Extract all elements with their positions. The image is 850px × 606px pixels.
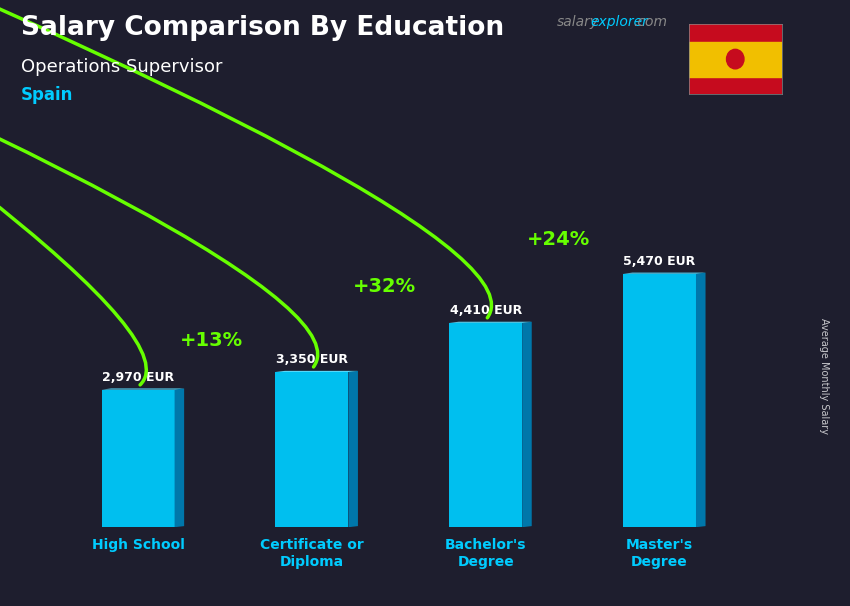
Polygon shape	[449, 322, 532, 323]
Text: +13%: +13%	[179, 331, 242, 350]
Text: salary: salary	[557, 15, 599, 29]
Polygon shape	[623, 273, 705, 274]
Text: 5,470 EUR: 5,470 EUR	[623, 255, 695, 268]
Text: Salary Comparison By Education: Salary Comparison By Education	[21, 15, 504, 41]
Bar	[275, 372, 348, 527]
Polygon shape	[102, 388, 184, 390]
Text: +24%: +24%	[527, 230, 590, 250]
Bar	[102, 390, 174, 527]
Text: 4,410 EUR: 4,410 EUR	[450, 304, 522, 318]
Text: .com: .com	[633, 15, 667, 29]
Bar	[449, 323, 522, 527]
Text: 2,970 EUR: 2,970 EUR	[102, 371, 174, 384]
Polygon shape	[696, 273, 706, 527]
Text: Operations Supervisor: Operations Supervisor	[21, 58, 223, 76]
Polygon shape	[522, 322, 532, 527]
Text: Average Monthly Salary: Average Monthly Salary	[819, 318, 829, 434]
Text: +32%: +32%	[354, 277, 416, 296]
Text: explorer: explorer	[591, 15, 649, 29]
Text: Spain: Spain	[21, 86, 74, 104]
Circle shape	[727, 49, 744, 69]
Polygon shape	[348, 371, 358, 527]
Bar	[623, 274, 696, 527]
Polygon shape	[275, 371, 358, 372]
Bar	[688, 42, 782, 76]
Text: 3,350 EUR: 3,350 EUR	[276, 353, 348, 367]
Polygon shape	[174, 388, 184, 527]
